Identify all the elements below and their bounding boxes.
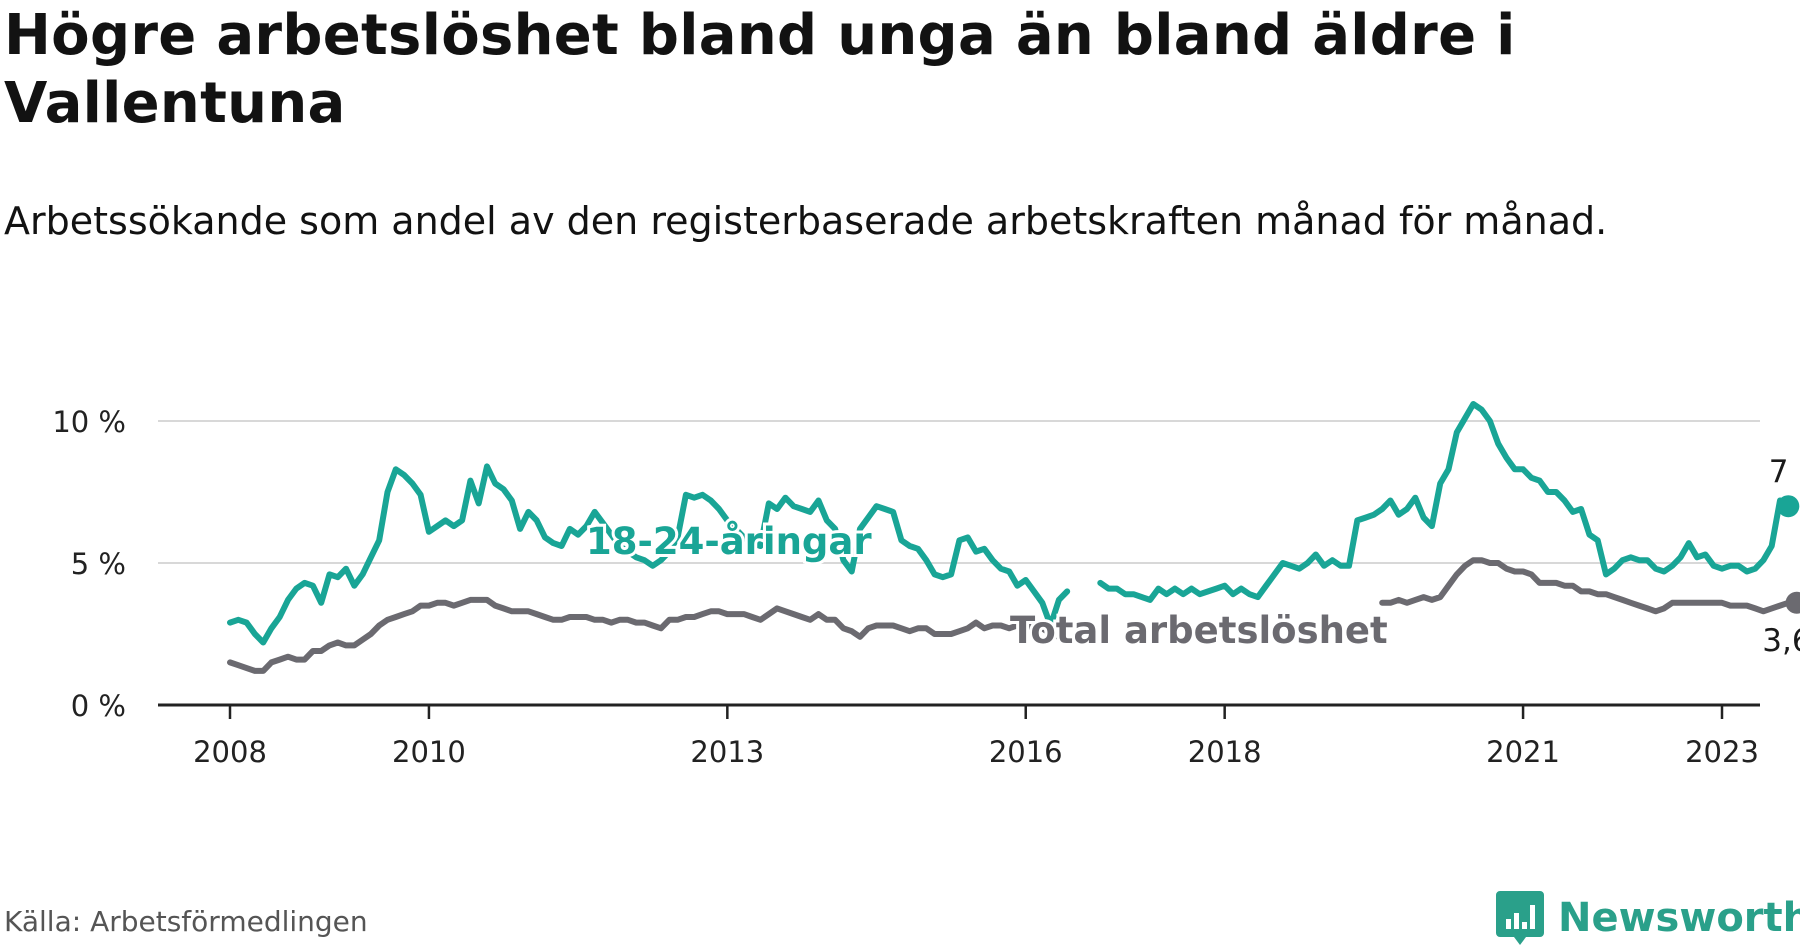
series-end-label: 3,6 % (1762, 623, 1800, 659)
series-line-total (227, 596, 1062, 674)
source-note: Källa: Arbetsförmedlingen (4, 905, 368, 938)
y-tick-label: 5 % (71, 547, 126, 581)
axes: 0 % 5 % 10 % 2008 2010 2013 2016 2018 2021 2023 (52, 405, 1760, 769)
series-lines (227, 401, 1800, 674)
y-tick-label: 10 % (52, 405, 126, 439)
series-end-point (1777, 495, 1800, 518)
series-label-youth: 18-24-åringar (586, 520, 872, 563)
x-tick-label: 2008 (193, 735, 267, 769)
newsworthy-logo[interactable]: Newsworthy (1494, 890, 1800, 946)
y-tick-label: 0 % (71, 689, 126, 723)
chart-title: Högre arbetslöshet bland unga än bland ä… (4, 3, 1516, 136)
newsworthy-icon (1496, 891, 1544, 945)
brand-name: Newsworthy (1558, 895, 1800, 941)
x-tick-label: 2013 (690, 735, 764, 769)
x-tick-label: 2016 (989, 735, 1063, 769)
x-tick-label: 2018 (1188, 735, 1262, 769)
series-end-point (1785, 591, 1800, 614)
chart-subtitle: Arbetssökande som andel av den registerb… (4, 199, 1608, 243)
x-tick-label: 2010 (392, 735, 466, 769)
series-label-total: Total arbetslöshet (1010, 609, 1388, 652)
series-end-label: 7 % (1769, 454, 1800, 490)
series-line-youth (227, 463, 1071, 646)
series-line-youth (1097, 401, 1792, 603)
x-tick-label: 2021 (1486, 735, 1560, 769)
series-labels: 7 % 3,6 % 18-24-åringar Total arbetslöshet (583, 454, 1800, 659)
series-line-total (1379, 557, 1800, 615)
x-tick-label: 2023 (1685, 735, 1759, 769)
